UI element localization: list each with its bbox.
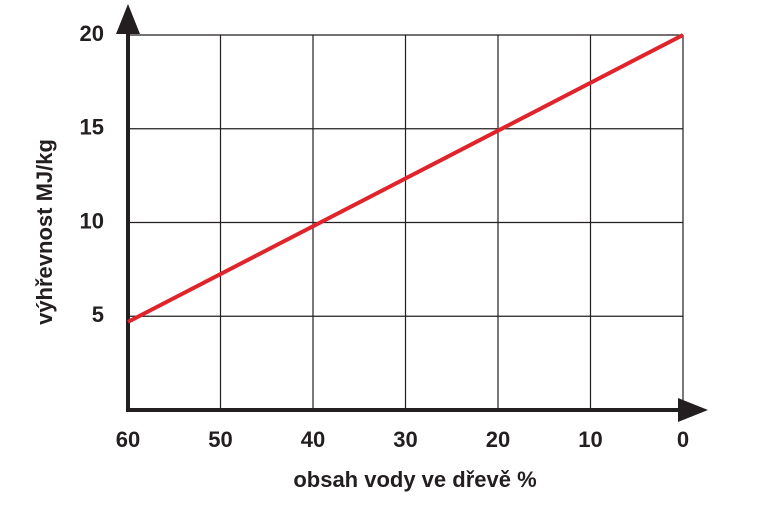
x-tick-label: 20 xyxy=(486,427,510,452)
x-tick-label: 60 xyxy=(116,427,140,452)
x-axis-arrow xyxy=(678,398,708,422)
x-tick-label: 0 xyxy=(677,427,689,452)
x-tick-label: 10 xyxy=(578,427,602,452)
x-tick-label: 30 xyxy=(393,427,417,452)
data-line xyxy=(127,33,684,324)
y-axis-title: výhřevnost MJ/kg xyxy=(32,139,57,325)
y-tick-label: 15 xyxy=(80,115,104,140)
y-tick-label: 5 xyxy=(92,302,104,327)
x-tick-label: 40 xyxy=(301,427,325,452)
y-axis-arrow xyxy=(116,4,140,34)
x-tick-label: 50 xyxy=(208,427,232,452)
y-tick-label: 20 xyxy=(80,21,104,46)
x-axis-title: obsah vody ve dřevě % xyxy=(293,467,536,492)
y-tick-label: 10 xyxy=(80,208,104,233)
